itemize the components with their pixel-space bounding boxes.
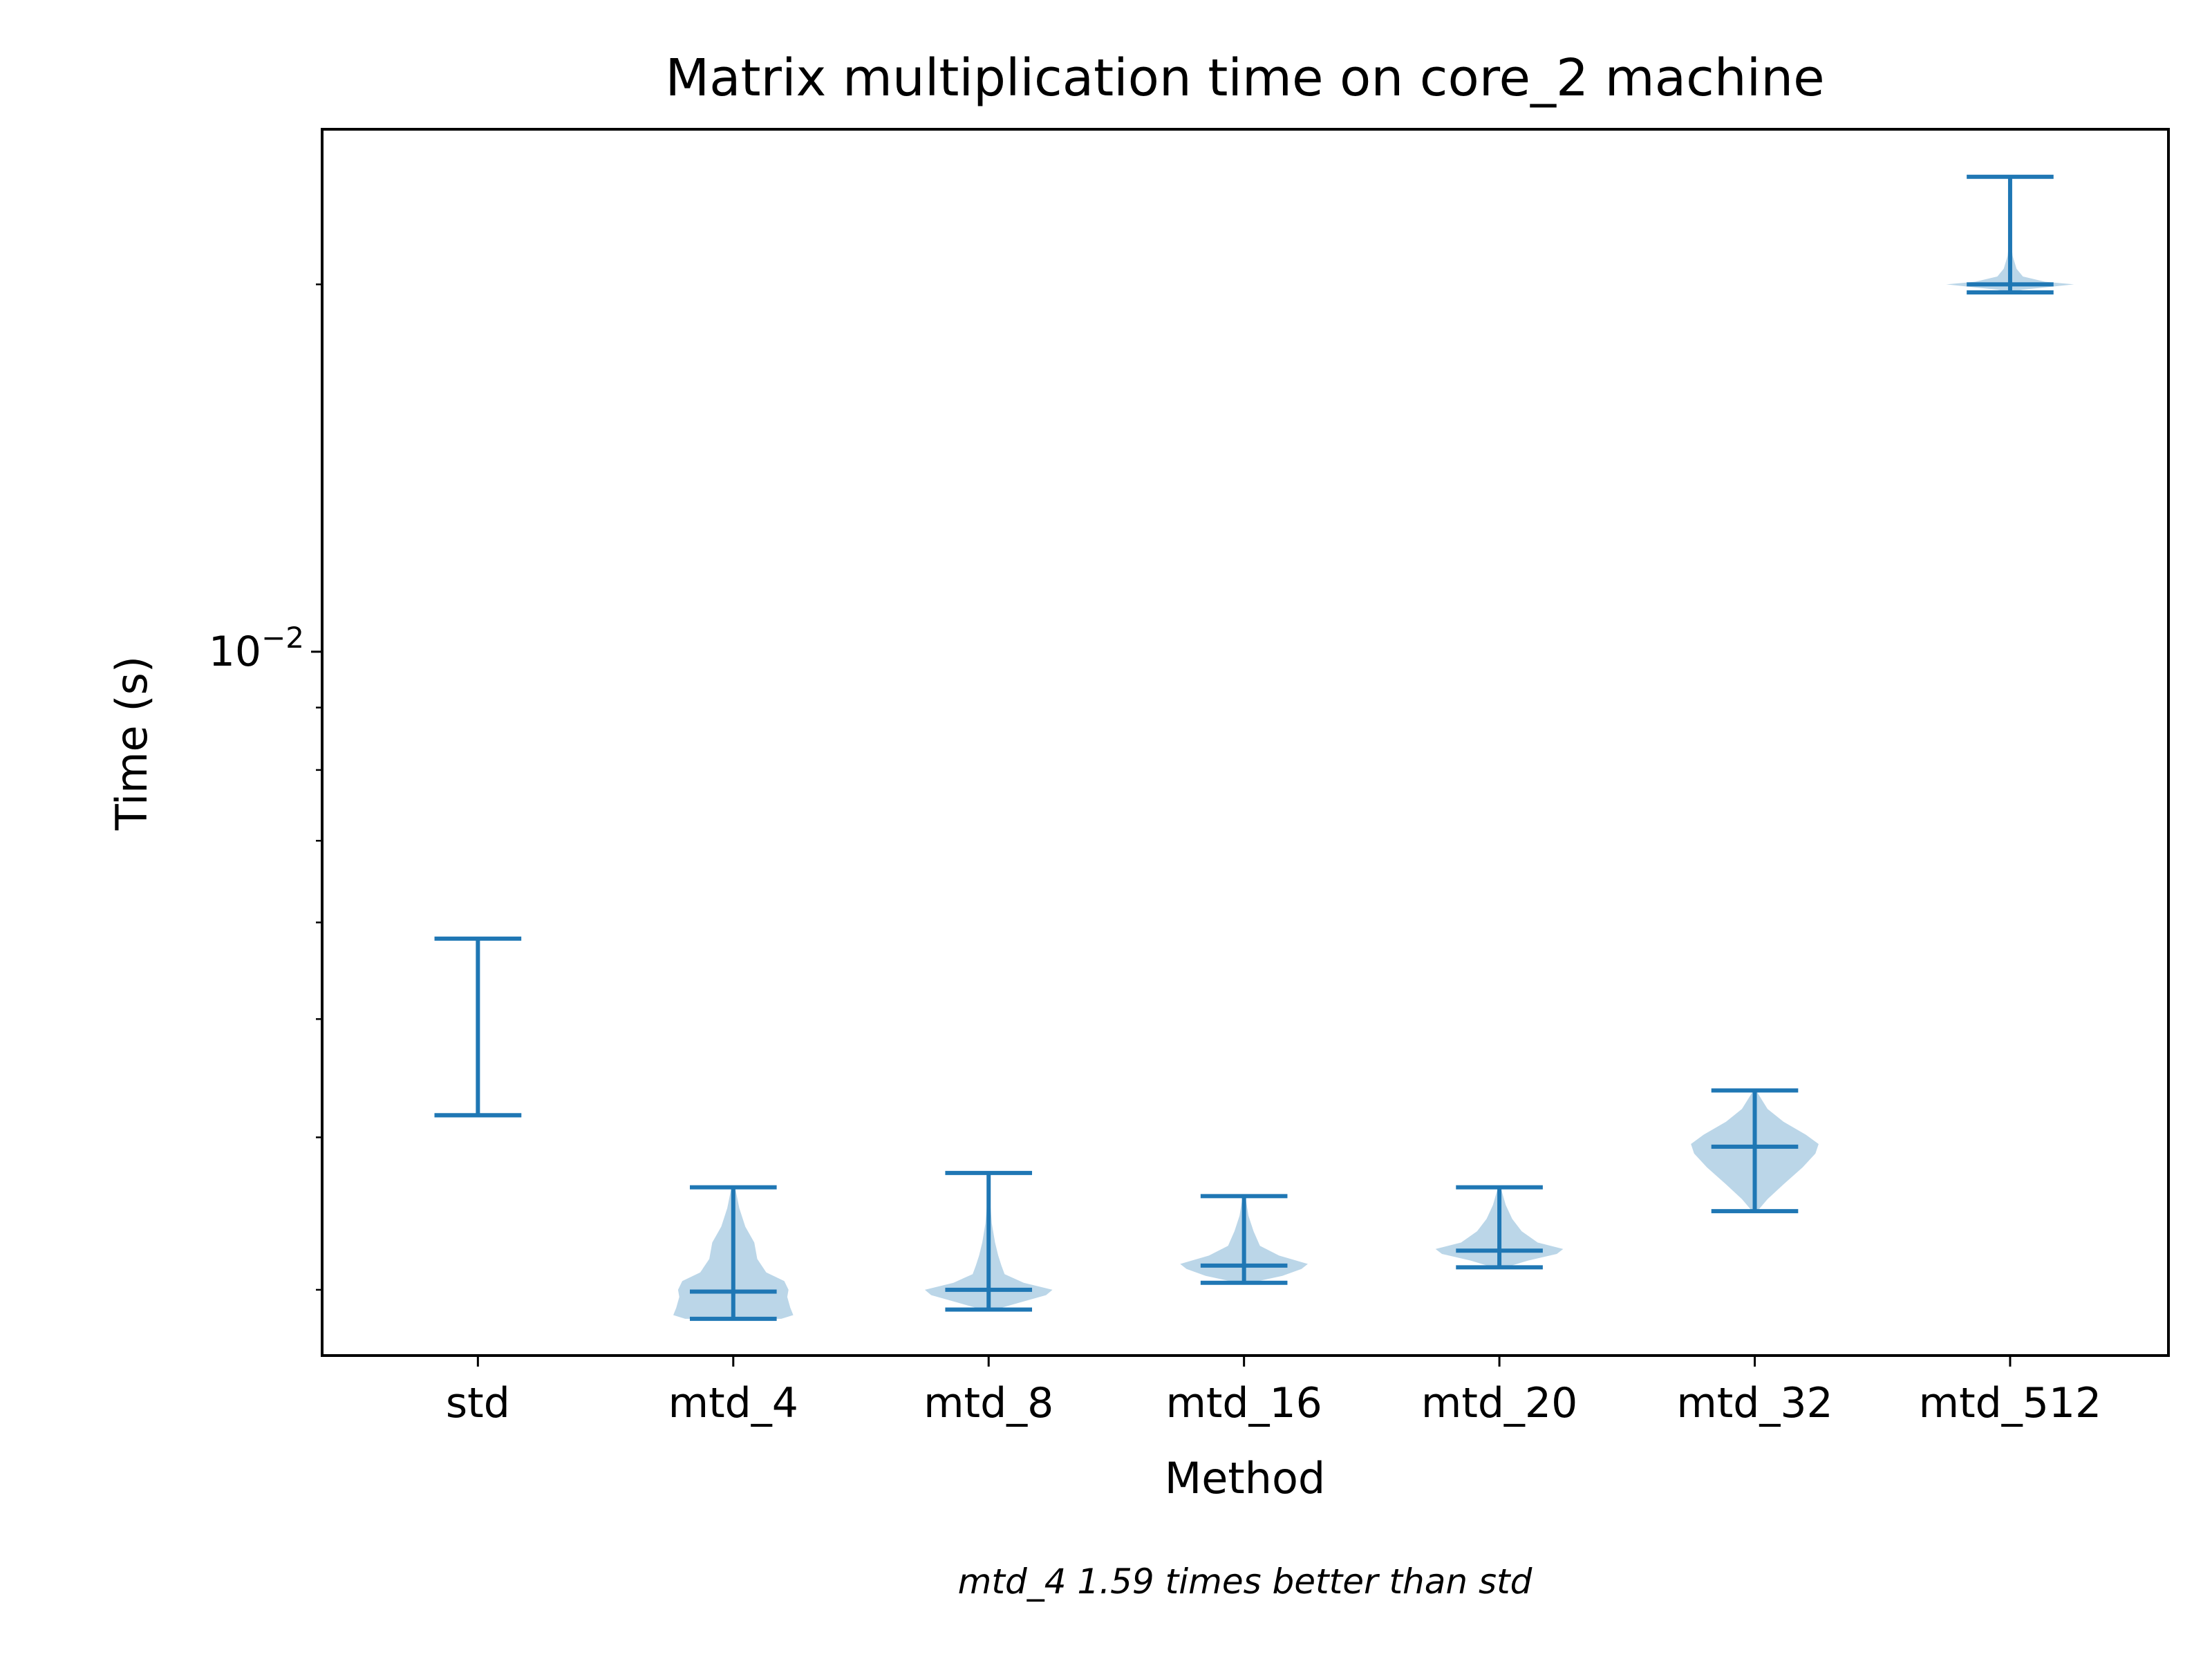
y-axis-label: Time (s) [106, 656, 157, 831]
x-tick-label: std [446, 1379, 510, 1427]
plot-area-frame [321, 128, 2170, 1357]
x-axis-label: Method [1165, 1453, 1326, 1503]
x-tick-label: mtd_4 [668, 1379, 798, 1427]
chart-title: Matrix multiplication time on core_2 mac… [665, 48, 1824, 108]
x-tick-label: mtd_512 [1919, 1379, 2102, 1427]
x-axis-ticks: std mtd_4 mtd_8 mtd_16 mtd_20 mtd_32 mtd_512 [446, 1356, 2101, 1427]
chart-annotation: mtd_4 1.59 times better than std [958, 1562, 1533, 1602]
y-axis-ticks: 10−2 [209, 283, 322, 1291]
violin-statistics [434, 174, 2054, 1321]
x-tick-label: mtd_16 [1165, 1379, 1322, 1427]
x-tick-label: mtd_32 [1676, 1379, 1833, 1427]
x-tick-label: mtd_8 [924, 1379, 1053, 1427]
y-tick-label: 10−2 [209, 621, 304, 676]
violin-bodies [446, 238, 2074, 1319]
x-tick-label: mtd_20 [1421, 1379, 1577, 1427]
